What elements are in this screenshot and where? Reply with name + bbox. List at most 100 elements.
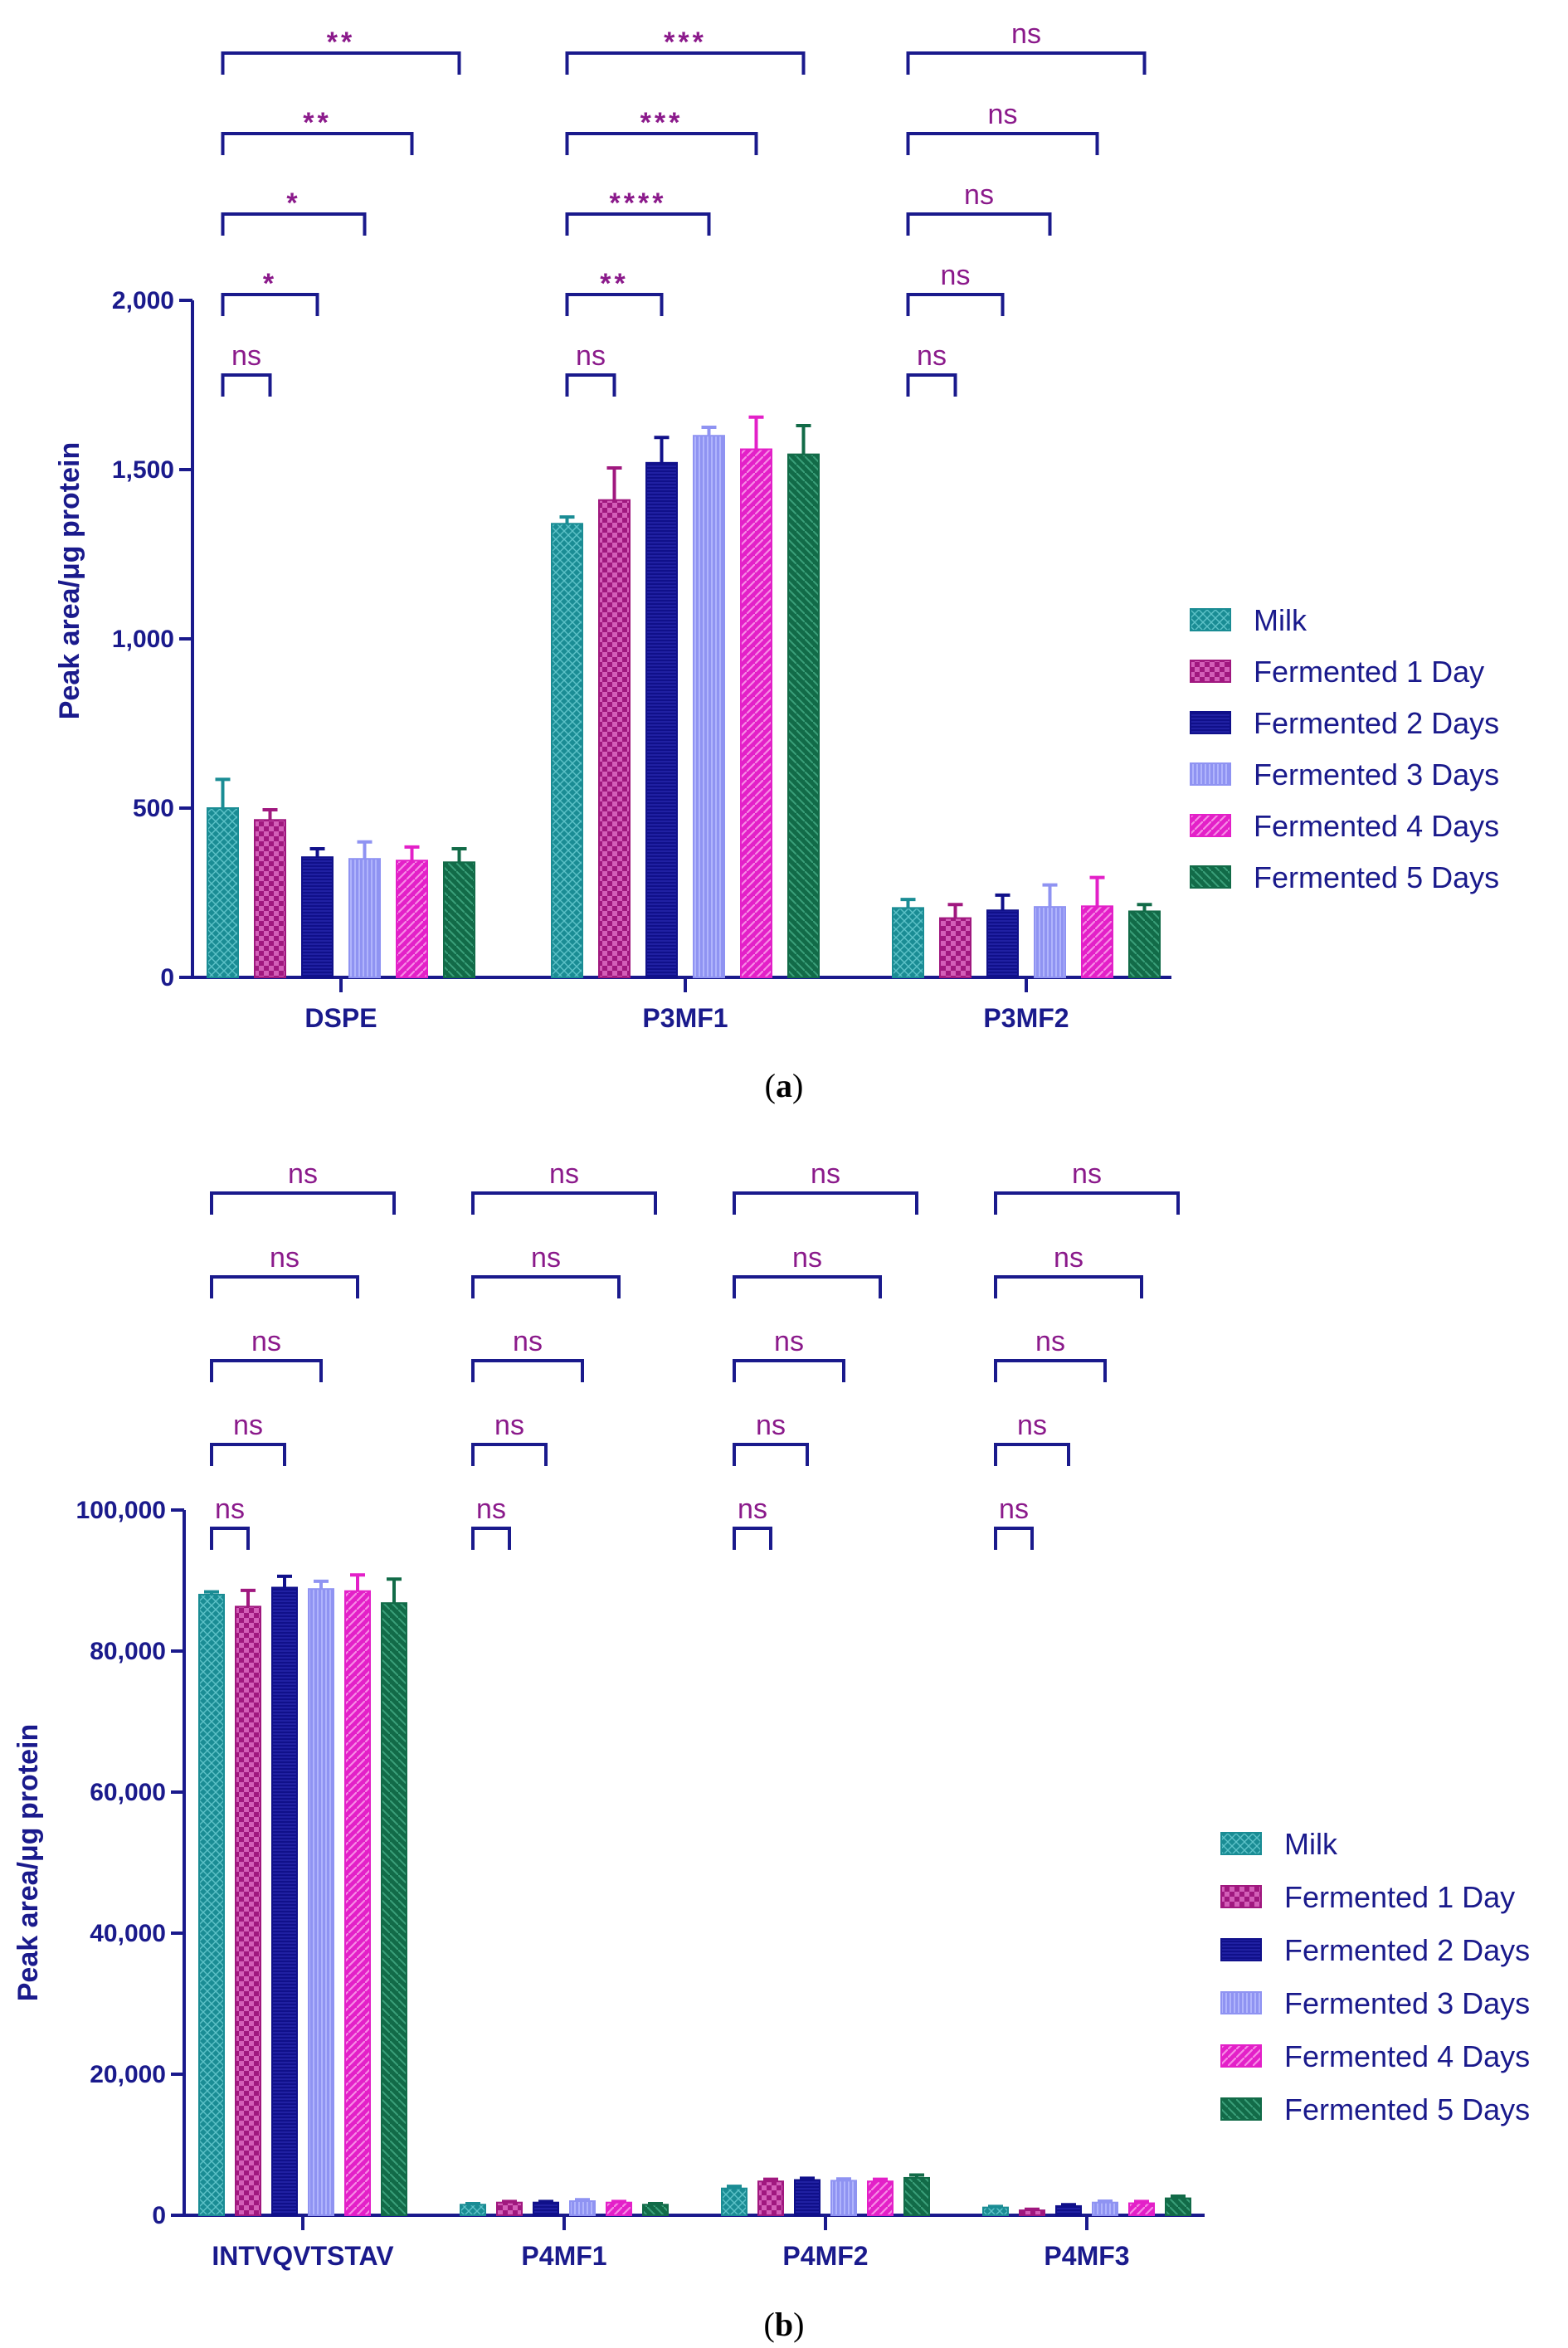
significance-label: ns xyxy=(476,1493,506,1525)
y-tick-label: 100,000 xyxy=(76,1497,166,1524)
significance-bracket xyxy=(565,51,806,75)
y-tick-label: 0 xyxy=(152,2202,166,2229)
bar-p4mf3-1 xyxy=(1019,2209,1045,2217)
significance-label: *** xyxy=(640,107,684,139)
bars xyxy=(198,1573,1191,2217)
legend-label: Fermented 3 Days xyxy=(1254,757,1499,792)
bar-p4mf1-4 xyxy=(606,2201,632,2216)
significance-bracket xyxy=(994,1359,1107,1382)
x-tick-label: P3MF2 xyxy=(983,1003,1069,1033)
significance-bracket xyxy=(565,293,664,316)
significance-bracket xyxy=(471,1443,548,1466)
legend-label: Milk xyxy=(1284,1827,1338,1861)
bar-p3mf2-3 xyxy=(1034,906,1066,978)
bar-dspe-5 xyxy=(443,861,475,979)
y-axis-label: Peak area/μg protein xyxy=(12,1724,44,2002)
legend-swatch xyxy=(1190,814,1231,837)
significance-label: ** xyxy=(327,27,355,58)
significance-bracket xyxy=(221,293,319,316)
y-tick-label: 1,500 xyxy=(112,456,174,484)
x-axis: INTVQVTSTAV P4MF1 P4MF2 P4MF3 xyxy=(212,2215,1130,2271)
bar-p3mf1-1 xyxy=(598,499,631,978)
x-axis: DSPE P3MF1 P3MF2 xyxy=(304,977,1069,1033)
x-tick-label: INTVQVTSTAV xyxy=(212,2241,394,2271)
bar-p4mf1-0 xyxy=(460,2204,486,2216)
significance-bracket xyxy=(906,373,957,397)
significance-label: ns xyxy=(964,179,994,211)
legend-label: Fermented 1 Day xyxy=(1254,655,1484,689)
significance-label: ** xyxy=(600,268,628,300)
legend-label: Fermented 2 Days xyxy=(1254,706,1499,740)
legend-label: Fermented 4 Days xyxy=(1284,2039,1530,2073)
significance-label: ns xyxy=(811,1158,840,1190)
significance-bracket xyxy=(733,1443,809,1466)
bar-p3mf2-2 xyxy=(986,909,1019,978)
significance-bracket xyxy=(733,1275,882,1298)
bar-intvqvtstav-5 xyxy=(381,1602,407,2216)
bar-p3mf1-3 xyxy=(693,435,725,978)
bar-p4mf2-5 xyxy=(903,2176,930,2216)
y-tick-label: 60,000 xyxy=(90,1779,166,1806)
bar-p4mf3-0 xyxy=(982,2206,1009,2216)
significance-bracket xyxy=(221,51,461,75)
bar-dspe-3 xyxy=(348,858,381,978)
legend-swatch xyxy=(1190,762,1231,786)
significance-bracket xyxy=(221,132,414,155)
legend-swatch xyxy=(1220,1885,1262,1908)
significance-label: ns xyxy=(270,1242,299,1274)
significance-label: ns xyxy=(215,1493,245,1525)
y-tick-label: 40,000 xyxy=(90,1920,166,1947)
legend-swatch xyxy=(1220,1938,1262,1961)
legend: Milk Fermented 1 Day Fermented 2 Days Ferme… xyxy=(1190,603,1499,894)
legend-label: Fermented 5 Days xyxy=(1284,2092,1530,2126)
bar-p3mf2-5 xyxy=(1128,910,1161,978)
significance-label: ns xyxy=(494,1410,524,1441)
legend-label: Fermented 1 Day xyxy=(1284,1880,1515,1914)
bar-dspe-2 xyxy=(301,856,334,979)
bar-dspe-1 xyxy=(254,819,286,979)
y-tick-label: 0 xyxy=(160,964,174,991)
significance-label: * xyxy=(263,268,277,300)
bar-intvqvtstav-3 xyxy=(308,1588,334,2216)
significance-label: ns xyxy=(231,340,261,372)
significance-bracket xyxy=(906,51,1147,75)
y-tick-label: 500 xyxy=(133,795,174,822)
significance-bracket xyxy=(471,1359,584,1382)
legend: Milk Fermented 1 Day Fermented 2 Days Ferme… xyxy=(1220,1827,1530,2126)
significance-label: ns xyxy=(531,1242,561,1274)
x-tick-label: P4MF1 xyxy=(521,2241,606,2271)
significance-label: *** xyxy=(664,27,707,58)
y-tick-label: 1,000 xyxy=(112,626,174,653)
significance-bracket xyxy=(733,1359,845,1382)
bar-p4mf2-0 xyxy=(721,2187,747,2216)
significance-label: **** xyxy=(610,188,667,219)
x-tick-label: P4MF3 xyxy=(1044,2241,1129,2271)
significance-bracket xyxy=(994,1191,1180,1215)
significance-bracket xyxy=(565,373,616,397)
significance-label: ns xyxy=(288,1158,318,1190)
bar-intvqvtstav-2 xyxy=(271,1586,298,2216)
legend-label: Fermented 2 Days xyxy=(1284,1933,1530,1967)
significance-bracket xyxy=(733,1191,918,1215)
significance-label: ns xyxy=(738,1493,767,1525)
bar-p4mf1-3 xyxy=(569,2200,596,2216)
significance-bracket xyxy=(994,1527,1034,1550)
significance-label: ns xyxy=(1011,18,1041,50)
legend-label: Fermented 5 Days xyxy=(1254,860,1499,894)
significance-label: ns xyxy=(1017,1410,1047,1441)
significance-bracket xyxy=(210,1359,323,1382)
legend-swatch xyxy=(1190,865,1231,889)
panel-b-chart: Peak area/μg protein 0 20,000 40,000 60,000… xyxy=(12,1158,1530,2343)
legend-label: Milk xyxy=(1254,603,1307,637)
significance-bracket xyxy=(565,212,711,236)
significance-bracket xyxy=(210,1527,250,1550)
panel-label: (a) xyxy=(765,1067,804,1104)
bar-p4mf2-2 xyxy=(794,2179,821,2216)
significance-label: ns xyxy=(233,1410,263,1441)
significance-label: ns xyxy=(792,1242,822,1274)
bar-dspe-0 xyxy=(207,807,239,978)
significance-label: ns xyxy=(1072,1158,1102,1190)
bar-p3mf1-0 xyxy=(551,523,583,978)
legend-swatch xyxy=(1190,711,1231,734)
significance-label: ns xyxy=(988,99,1018,130)
